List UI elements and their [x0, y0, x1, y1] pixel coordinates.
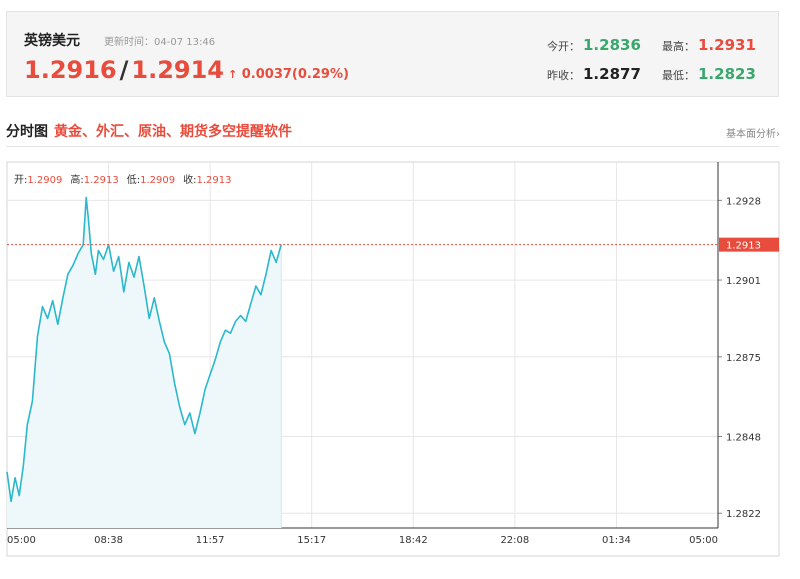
section-divider — [6, 146, 779, 147]
current-price-marker — [719, 237, 779, 252]
price-display: 1.2916/1.2914 ↑ 0.0037(0.29%) — [24, 56, 349, 84]
open-value: 1.2836 — [583, 36, 641, 54]
y-tick-label: 1.2928 — [726, 196, 761, 207]
prev-close-value: 1.2877 — [583, 65, 641, 83]
ohlc-open-label: 开: — [14, 175, 28, 186]
ohlc-high-label: 高: — [70, 175, 84, 186]
ohlc-low: 1.2909 — [140, 175, 176, 186]
low-label: 最低： — [662, 69, 695, 82]
open-label: 今开： — [547, 40, 580, 53]
y-tick-label: 1.2901 — [726, 276, 761, 287]
x-tick-label: 05:00 — [689, 535, 718, 546]
promo-link[interactable]: 黄金、外汇、原油、期货多空提醒软件 — [54, 124, 292, 140]
low-value: 1.2823 — [698, 65, 756, 83]
high-label: 最高： — [662, 40, 695, 53]
series-area — [7, 197, 282, 528]
ohlc-open: 1.2909 — [27, 175, 63, 186]
x-tick-label: 15:17 — [297, 535, 326, 546]
update-time: 更新时间：04-07 13:46 — [104, 37, 216, 48]
x-tick-label: 22:08 — [500, 535, 529, 546]
x-tick-label: 01:34 — [602, 535, 631, 546]
current-price-label: 1.2913 — [726, 241, 761, 252]
ohlc-high: 1.2913 — [83, 175, 119, 186]
y-tick-label: 1.2822 — [726, 509, 761, 520]
bid-price: 1.2916 — [24, 56, 117, 84]
ohlc-close-label: 收: — [183, 175, 197, 186]
high-value: 1.2931 — [698, 36, 756, 54]
ohlc-low-label: 低: — [126, 175, 141, 186]
price-separator: / — [119, 56, 129, 84]
y-tick-label: 1.2848 — [726, 433, 761, 444]
plot-frame — [6, 161, 780, 557]
x-tick-label: 11:57 — [196, 535, 225, 546]
y-tick-label: 1.2875 — [726, 353, 761, 364]
low-quote: 最低： 1.2823 — [662, 65, 756, 83]
high-quote: 最高： 1.2931 — [662, 36, 756, 54]
ohlc-close: 1.2913 — [196, 175, 232, 186]
quote-header: 英镑美元 更新时间：04-07 13:46 1.2916/1.2914 ↑ 0.0… — [6, 11, 779, 97]
x-tick-label: 08:38 — [94, 535, 123, 546]
series-line — [6, 196, 282, 503]
change-value: 0.0037(0.29%) — [241, 67, 349, 82]
open-quote: 今开： 1.2836 — [547, 36, 641, 54]
section-title: 分时图 — [6, 124, 48, 140]
price-change: ↑ 0.0037(0.29%) — [228, 67, 349, 82]
intraday-chart: 05:00 08:38 11:57 15:17 18:42 22:08 01:34 05:00… — [6, 161, 780, 557]
ask-price: 1.2914 — [131, 56, 225, 84]
instrument-name: 英镑美元 — [24, 33, 80, 49]
prev-close-quote: 昨收： 1.2877 — [547, 65, 641, 83]
prev-close-label: 昨收： — [547, 69, 580, 82]
ohlc-readout: 开:1.2909 高:1.2913 低:1.2909 收:1.2913 — [14, 171, 240, 186]
x-tick-label: 05:00 — [7, 535, 36, 546]
x-tick-label: 18:42 — [399, 535, 428, 546]
up-arrow-icon: ↑ — [228, 68, 238, 81]
section-header: 分时图 黄金、外汇、原油、期货多空提醒软件 — [6, 121, 292, 141]
fundamental-analysis-link[interactable]: 基本面分析› — [726, 129, 780, 140]
